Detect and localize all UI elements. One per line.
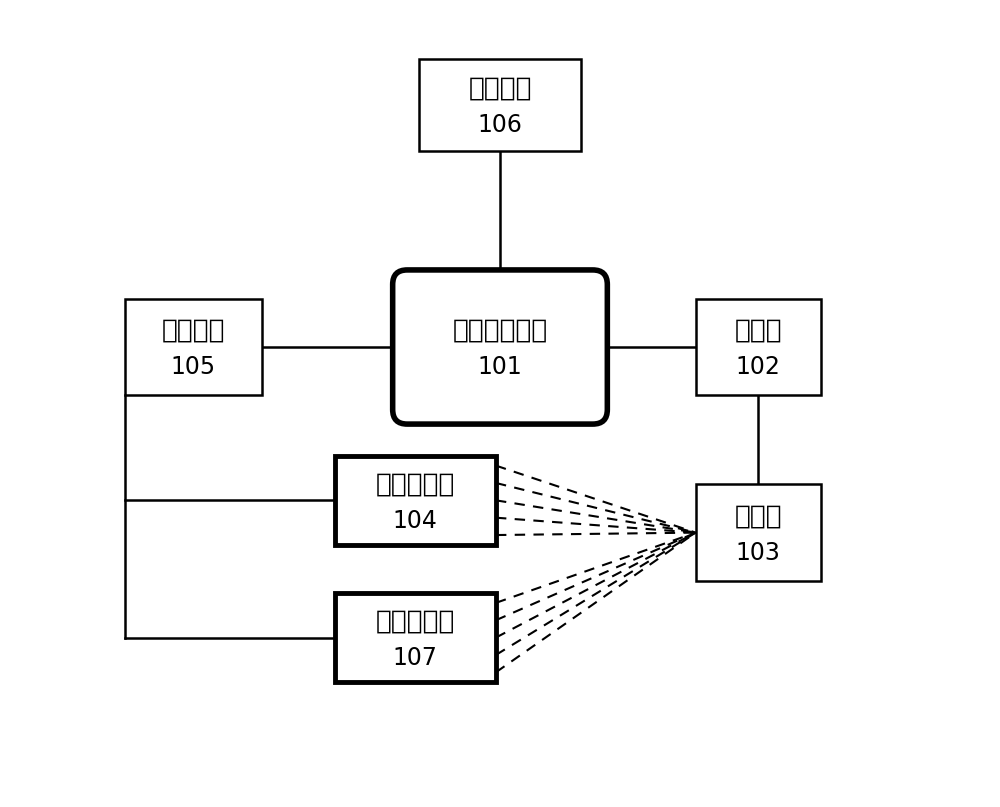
Text: 雨感测定仪: 雨感测定仪 [376,471,455,497]
Text: 107: 107 [393,646,438,670]
Text: 102: 102 [736,355,781,379]
Bar [696,299,821,395]
Text: 106: 106 [478,113,522,137]
Text: 变频器: 变频器 [734,318,782,344]
Text: 比较电路: 比较电路 [162,318,225,344]
Text: 103: 103 [736,541,781,565]
Text: 喷淋器: 喷淋器 [734,504,782,529]
FancyBboxPatch shape [393,270,607,424]
Text: 摄像单元: 摄像单元 [468,76,532,102]
Bar [125,299,262,395]
Bar [696,484,821,581]
Bar [335,456,496,545]
Text: 中央控制单元: 中央控制单元 [452,318,548,344]
Bar [419,59,581,152]
Text: 101: 101 [478,355,522,379]
Text: 104: 104 [393,508,438,533]
Text: 雨感传感器: 雨感传感器 [376,608,455,634]
Bar [335,593,496,682]
Text: 105: 105 [171,355,216,379]
